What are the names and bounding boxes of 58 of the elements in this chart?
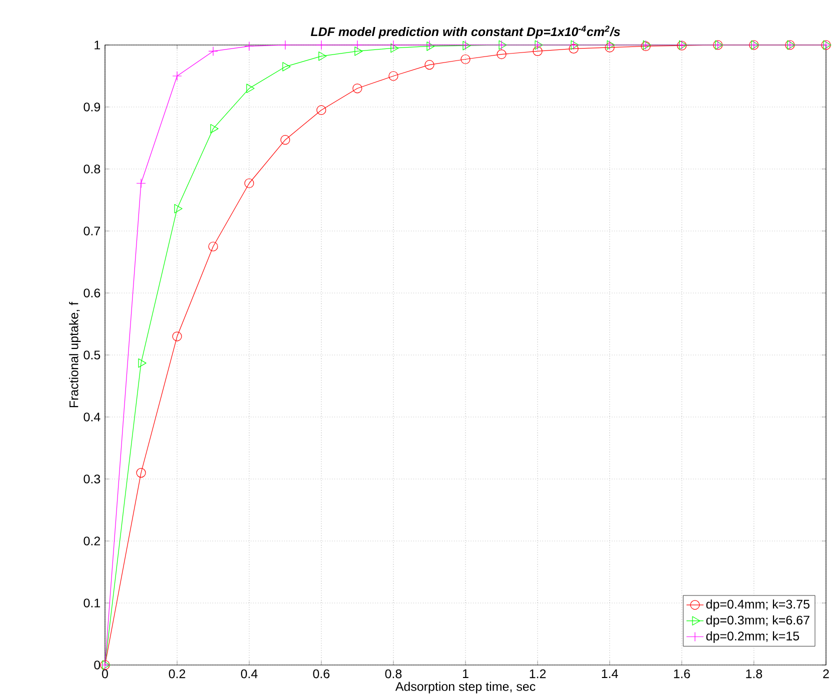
y-tick-label: 0.2 [84,536,100,546]
point [354,46,363,56]
point [390,43,399,53]
point [388,40,398,50]
y-tick-label: 0.5 [84,350,100,360]
x-tick-label: 1.8 [746,669,762,678]
x-tick-label: 0.2 [168,669,186,678]
y-tick-label: 0 [94,660,100,670]
point [604,42,615,52]
legend-label: dp=0.4mm; k=3.75 [706,599,810,612]
x-tick-label: 1.2 [530,669,546,678]
y-tick-label: 0.7 [84,226,100,236]
y-tick-label: 0.1 [84,598,100,608]
x-tick-label: 0.6 [313,669,330,678]
point [388,71,398,81]
point [316,105,326,115]
x-tick-label: 2 [823,669,829,678]
y-tick-label: 0.3 [84,474,100,484]
legend-label: dp=0.2mm; k=15 [706,631,800,643]
y-tick-label: 1 [94,40,100,50]
point [496,49,506,60]
x-tick-label: 0.8 [385,669,402,678]
point [208,242,218,252]
point [244,41,254,52]
y-tick-label: 0.9 [84,102,100,112]
point [208,46,218,56]
point [210,124,218,134]
point [424,60,434,70]
x-tick-label: 1.6 [674,669,690,678]
point [244,178,254,188]
y-tick-label: 0.8 [84,164,100,174]
y-tick-label: 0.6 [84,288,100,298]
point [282,62,291,72]
x-tick-label: 1.4 [602,669,618,678]
point [138,358,146,368]
legend-label: dp=0.3mm; k=6.67 [706,615,810,628]
x-tick-label: 0 [102,669,108,678]
point [136,468,146,478]
x-axis-title: Adsorption step time, sec [395,682,536,694]
point [136,178,146,188]
point [352,84,362,94]
x-tick-label: 0.4 [240,669,258,678]
chart-title: LDF model prediction with constant Dp=1x10$^{-4}$cm$^{2}$/s [310,26,620,39]
point [316,40,326,50]
point [460,54,470,64]
point [318,52,327,61]
point [568,44,578,54]
point [174,204,182,214]
point [172,332,182,342]
point [532,46,542,56]
point [172,71,182,81]
x-tick-label: 1 [462,669,468,678]
y-tick-label: 0.4 [84,412,100,422]
y-axis-title: Fractional uptake, f [69,302,81,408]
point [280,135,290,145]
point [280,40,290,50]
point [352,40,362,50]
point [246,84,255,94]
